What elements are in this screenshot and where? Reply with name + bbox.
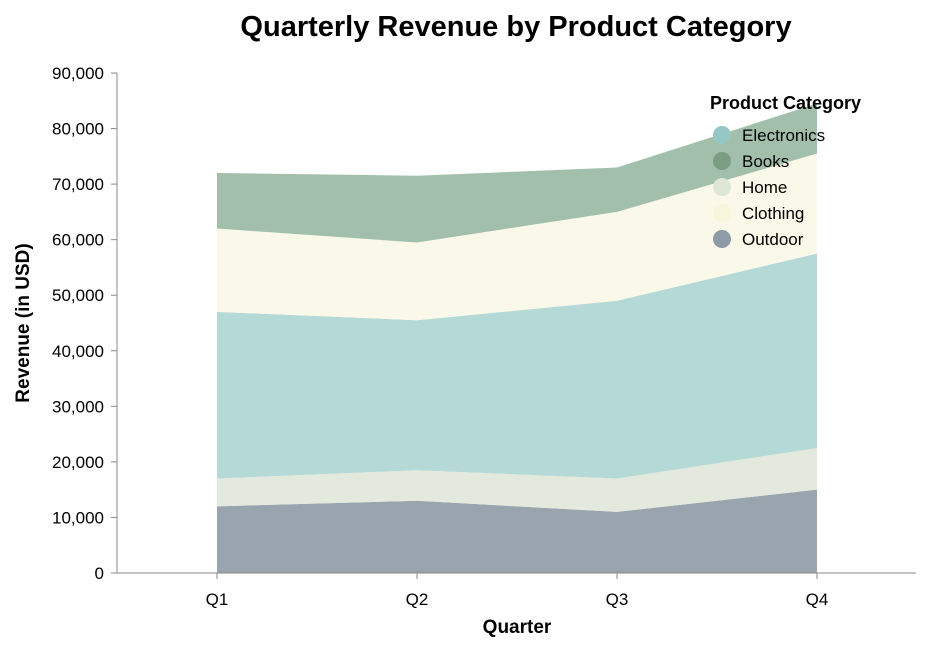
y-axis: 0 10,000 20,000 30,000 40,000 50,000 60,000 70,… [52, 64, 118, 583]
x-tick-label: Q1 [206, 590, 229, 609]
y-axis-title: Revenue (in USD) [13, 243, 34, 402]
legend-symbol-home [713, 178, 731, 196]
legend-label-outdoor: Outdoor [742, 230, 804, 249]
legend-symbol-electronics [713, 126, 731, 144]
area-clothing [217, 153, 817, 321]
x-axis: Q1 Q2 Q3 Q4 [117, 572, 916, 609]
y-tick-label: 60,000 [52, 231, 104, 250]
legend-title: Product Category [710, 93, 861, 113]
y-tick-label: 10,000 [52, 508, 104, 527]
x-tick-label: Q2 [406, 590, 429, 609]
legend-label-home: Home [742, 178, 787, 197]
y-tick-label: 90,000 [52, 64, 104, 83]
y-tick-label: 0 [95, 564, 104, 583]
legend-label-electronics: Electronics [742, 126, 825, 145]
legend-symbol-clothing [713, 204, 731, 222]
legend-label-books: Books [742, 152, 789, 171]
x-axis-title: Quarter [483, 617, 552, 638]
legend: Product Category Electronics Books Home Clo… [710, 93, 861, 249]
y-tick-label: 50,000 [52, 286, 104, 305]
area-electronics [217, 253, 817, 479]
y-tick-label: 20,000 [52, 453, 104, 472]
y-tick-label: 80,000 [52, 120, 104, 139]
x-tick-label: Q4 [806, 590, 829, 609]
legend-symbol-outdoor [713, 230, 731, 248]
area-home [217, 448, 817, 512]
y-tick-label: 40,000 [52, 342, 104, 361]
legend-symbol-books [713, 152, 731, 170]
area-outdoor [217, 489, 817, 573]
area-layers [217, 103, 817, 573]
legend-label-clothing: Clothing [742, 204, 804, 223]
x-tick-label: Q3 [606, 590, 629, 609]
y-tick-label: 30,000 [52, 397, 104, 416]
y-tick-label: 70,000 [52, 175, 104, 194]
chart-title: Quarterly Revenue by Product Category [240, 11, 791, 43]
area-books [217, 103, 817, 243]
